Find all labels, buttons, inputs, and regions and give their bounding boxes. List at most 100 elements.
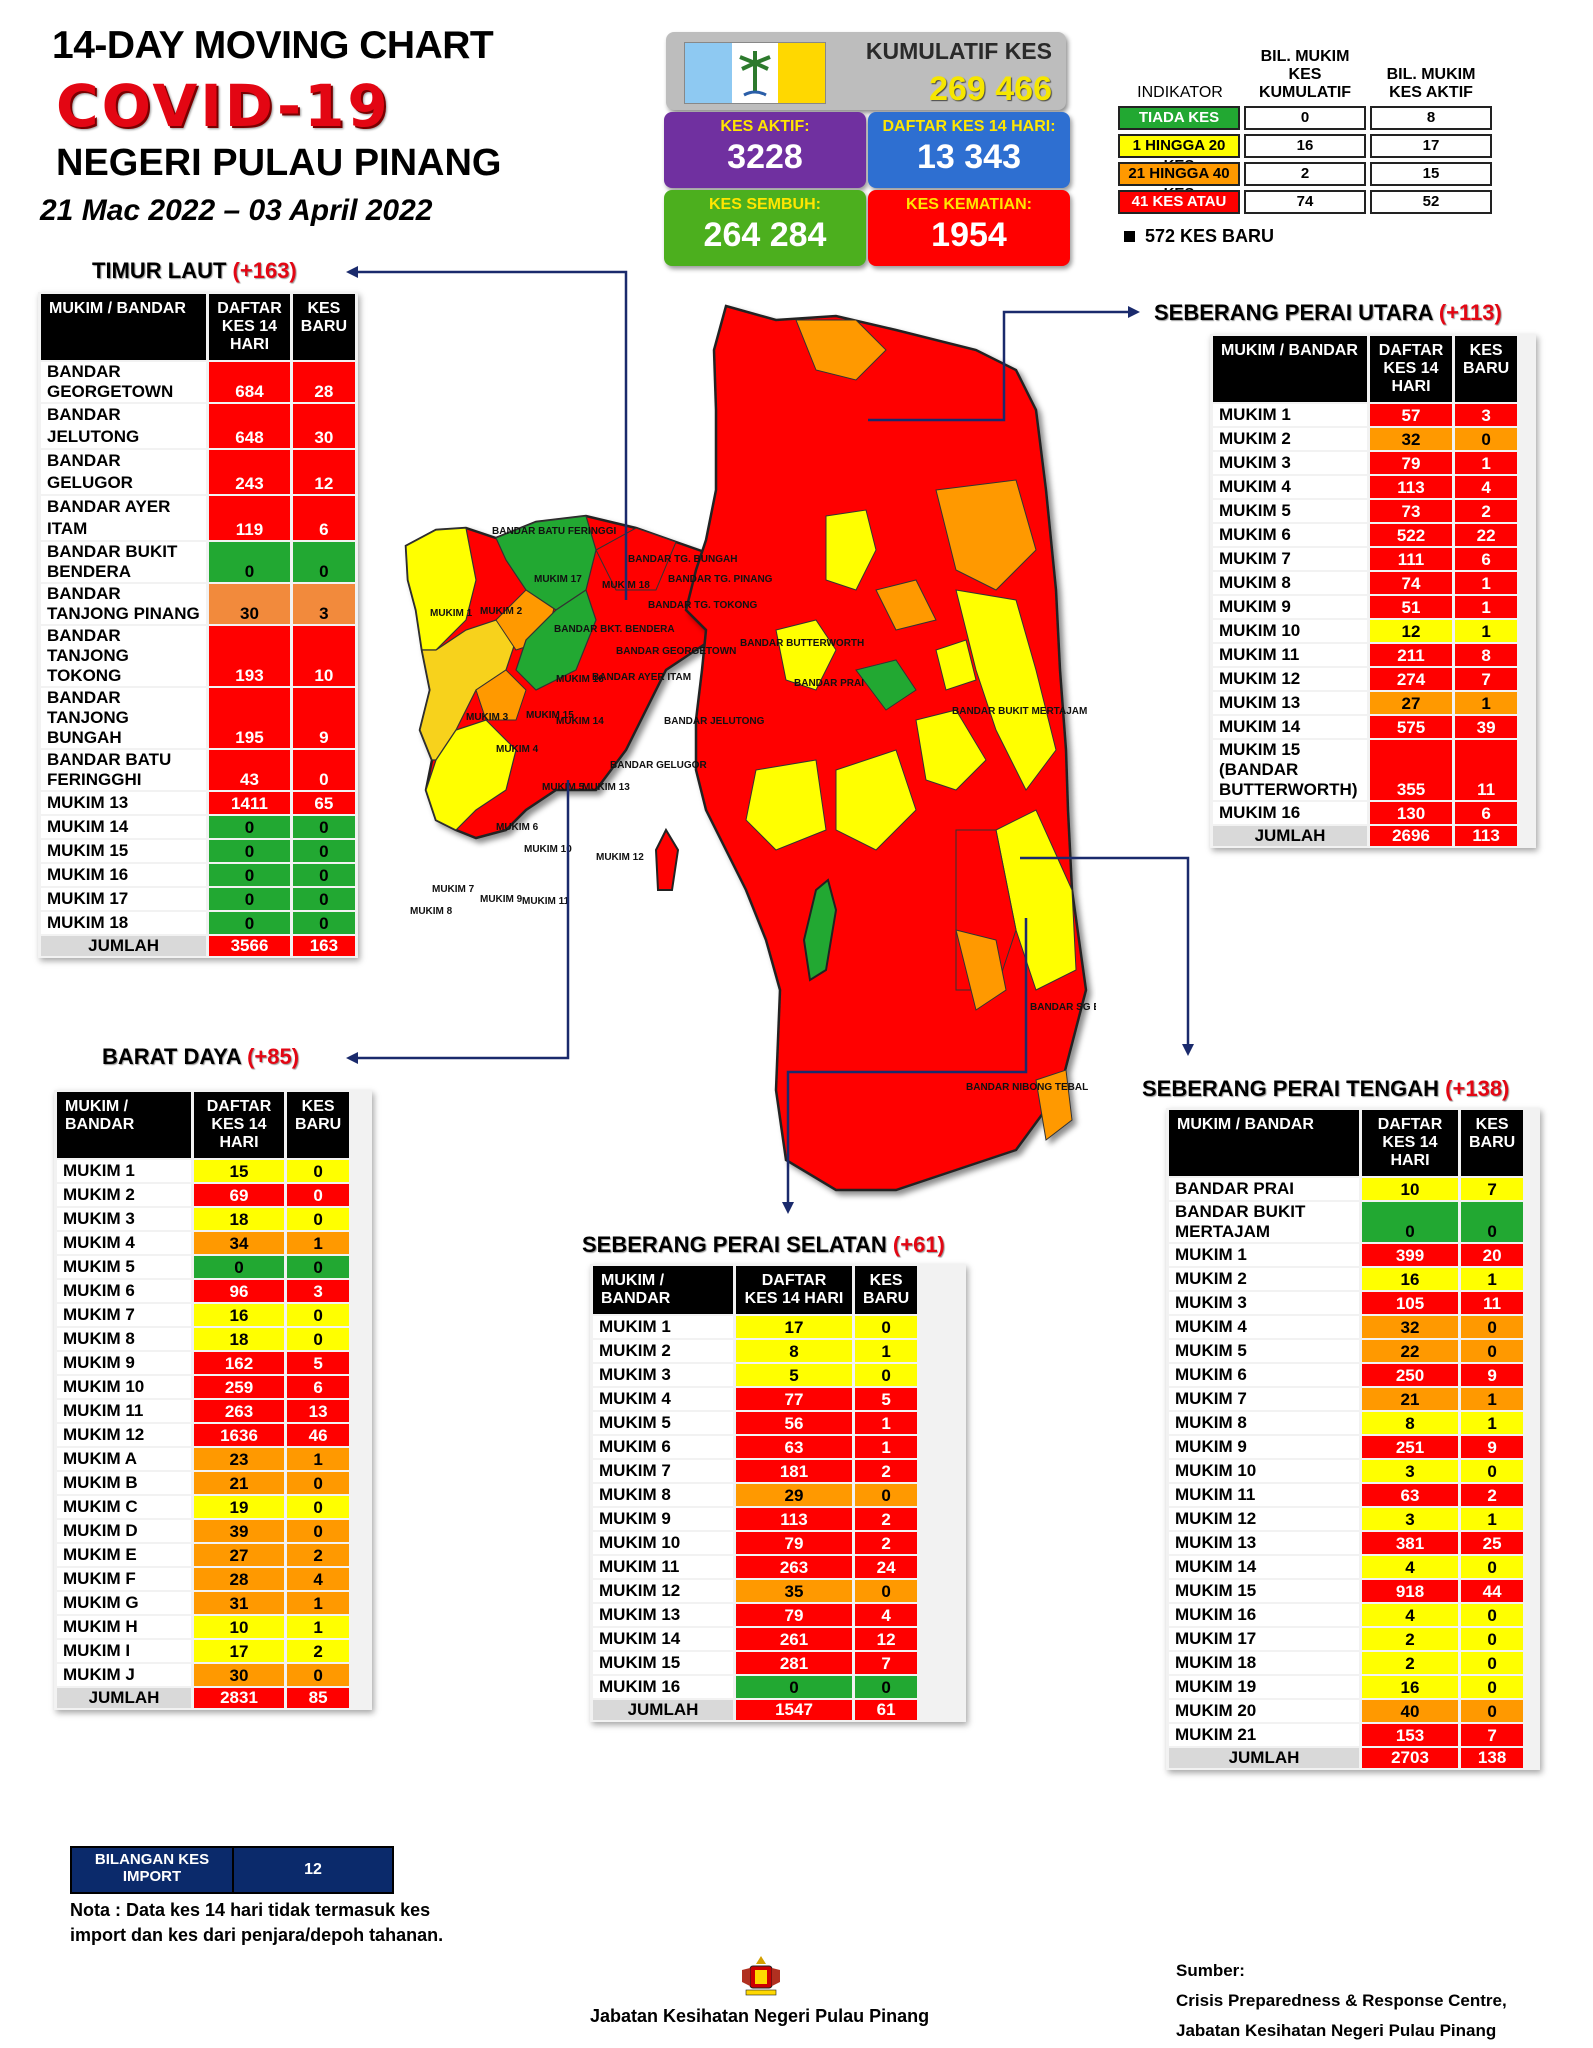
table-row: MUKIM 16 4 0 xyxy=(1169,1604,1524,1626)
new-cases-cell: 0 xyxy=(1461,1556,1524,1578)
mukim-header: MUKIM / BANDAR xyxy=(41,294,207,360)
row-label: MUKIM 2 xyxy=(1213,428,1367,450)
cases-14d-cell: 16 xyxy=(1362,1676,1458,1698)
list14-label: DAFTAR KES 14 HARI: xyxy=(882,118,1056,135)
new-cases-cell: 12 xyxy=(855,1628,918,1650)
row-label: MUKIM 15 (BANDAR BUTTERWORTH) xyxy=(1213,740,1367,800)
new-cases-cell: 0 xyxy=(1461,1676,1524,1698)
new-cases-cell: 0 xyxy=(1461,1652,1524,1674)
table-row: MUKIM 11 211 8 xyxy=(1213,644,1518,666)
table-row: MUKIM 14 261 12 xyxy=(593,1628,918,1650)
table-row: BANDAR TANJONG TOKONG 193 10 xyxy=(41,626,355,686)
recovered-tile: KES SEMBUH: 264 284 xyxy=(664,190,866,266)
cases-14d-cell: 22 xyxy=(1362,1340,1458,1362)
row-label: BANDAR PRAI xyxy=(1169,1178,1359,1200)
cases-14d-cell: 15 xyxy=(194,1160,284,1182)
map-label-m10: MUKIM 10 xyxy=(524,844,572,855)
new-cases-cell: 3 xyxy=(287,1280,350,1302)
table-row: MUKIM 2 16 1 xyxy=(1169,1268,1524,1290)
row-label: MUKIM 11 xyxy=(1213,644,1367,666)
map-label-m1: MUKIM 1 xyxy=(430,608,473,619)
total-row: JUMLAH 1547 61 xyxy=(593,1700,918,1720)
table-row: MUKIM 13 27 1 xyxy=(1213,692,1518,714)
indicator-label: TIADA KES xyxy=(1118,106,1240,130)
new-cases-cell: 2 xyxy=(855,1508,918,1530)
table-row: MUKIM 1 15 0 xyxy=(57,1160,350,1182)
table-row: MUKIM 11 263 13 xyxy=(57,1400,350,1422)
cases-14d-cell: 0 xyxy=(194,1256,284,1278)
total-new-cell: 61 xyxy=(855,1700,918,1720)
row-label: MUKIM 11 xyxy=(1169,1484,1359,1506)
row-label: BANDAR JELUTONG xyxy=(41,404,207,448)
row-label: MUKIM 1 xyxy=(57,1160,191,1182)
row-label: MUKIM 6 xyxy=(57,1280,191,1302)
table-row: MUKIM 15 918 44 xyxy=(1169,1580,1524,1602)
cases-14d-cell: 263 xyxy=(194,1400,284,1422)
table-row: MUKIM 4 34 1 xyxy=(57,1232,350,1254)
row-label: MUKIM 20 xyxy=(1169,1700,1359,1722)
row-label: MUKIM 17 xyxy=(41,888,207,910)
row-label: MUKIM 8 xyxy=(57,1328,191,1350)
table-row: BANDAR BUKIT MERTAJAM 0 0 xyxy=(1169,1202,1524,1242)
row-label: MUKIM 3 xyxy=(593,1364,733,1386)
row-label: MUKIM 21 xyxy=(1169,1724,1359,1746)
cases-14d-cell: 31 xyxy=(194,1592,284,1614)
total-row: JUMLAH 2831 85 xyxy=(57,1688,350,1708)
row-label: BANDAR GELUGOR xyxy=(41,450,207,494)
source-label: Sumber: xyxy=(1176,1961,1245,1980)
cases-14d-cell: 130 xyxy=(1370,802,1452,824)
map-label-tg-pinang: BANDAR TG. PINANG xyxy=(668,574,773,585)
table-row: MUKIM 17 0 0 xyxy=(41,888,355,910)
new-cases-cell: 25 xyxy=(1461,1532,1524,1554)
map-label-bkt-bendera: BANDAR BKT. BENDERA xyxy=(554,624,675,635)
indicator-active-count: 17 xyxy=(1370,134,1492,158)
table-row: MUKIM 6 96 3 xyxy=(57,1280,350,1302)
barat-daya-table: MUKIM / BANDAR DAFTAR KES 14 HARI KES BARU… xyxy=(54,1090,372,1710)
cases-14d-cell: 0 xyxy=(209,888,290,910)
row-label: MUKIM 8 xyxy=(1169,1412,1359,1434)
new-cases-cell: 0 xyxy=(287,1472,350,1494)
cases-14d-cell: 5 xyxy=(736,1364,852,1386)
cases-14d-cell: 211 xyxy=(1370,644,1452,666)
row-label: MUKIM 19 xyxy=(1169,1676,1359,1698)
cases-14d-cell: 77 xyxy=(736,1388,852,1410)
indicator-cum-count: 74 xyxy=(1244,190,1366,214)
new-cases-cell: 44 xyxy=(1461,1580,1524,1602)
table-row: MUKIM 5 22 0 xyxy=(1169,1340,1524,1362)
map-label-bkt-mertajam: BANDAR BUKIT MERTAJAM xyxy=(952,706,1087,717)
row-label: MUKIM 3 xyxy=(1169,1292,1359,1314)
cases-14d-cell: 2 xyxy=(1362,1652,1458,1674)
map-label-m15: MUKIM 15 xyxy=(526,710,574,721)
cases-14d-cell: 34 xyxy=(194,1232,284,1254)
new-cases-cell: 7 xyxy=(855,1652,918,1674)
row-label: MUKIM 6 xyxy=(593,1436,733,1458)
map-label-m9: MUKIM 9 xyxy=(480,894,523,905)
table-row: MUKIM 7 16 0 xyxy=(57,1304,350,1326)
cases-14d-cell: 96 xyxy=(194,1280,284,1302)
new-cases-cell: 6 xyxy=(292,496,355,540)
new-cases-cell: 0 xyxy=(287,1496,350,1518)
row-label: MUKIM A xyxy=(57,1448,191,1470)
total-label: JUMLAH xyxy=(57,1688,191,1708)
new-cases-cell: 28 xyxy=(292,362,355,402)
new-cases-cell: 11 xyxy=(1461,1292,1524,1314)
map-label-m6: MUKIM 6 xyxy=(496,822,539,833)
table-row: MUKIM 10 12 1 xyxy=(1213,620,1518,642)
table-row: MUKIM 9 251 9 xyxy=(1169,1436,1524,1458)
new-cases-cell: 1 xyxy=(1461,1388,1524,1410)
row-label: MUKIM 10 xyxy=(593,1532,733,1554)
row-label: MUKIM G xyxy=(57,1592,191,1614)
table-row: BANDAR TANJONG BUNGAH 195 9 xyxy=(41,688,355,748)
district-name: SEBERANG PERAI UTARA xyxy=(1154,300,1433,325)
new-cases-cell: 1 xyxy=(287,1592,350,1614)
table-row: BANDAR GELUGOR 243 12 xyxy=(41,450,355,494)
list14-value: 13 343 xyxy=(917,138,1021,176)
cases-14d-cell: 56 xyxy=(736,1412,852,1434)
table-row: MUKIM 18 0 0 xyxy=(41,912,355,934)
row-label: MUKIM 12 xyxy=(57,1424,191,1446)
cases-14d-cell: 18 xyxy=(194,1208,284,1230)
table-row: MUKIM 4 77 5 xyxy=(593,1388,918,1410)
new-cases-cell: 1 xyxy=(287,1616,350,1638)
new-cases-cell: 2 xyxy=(855,1532,918,1554)
cases-14d-cell: 1411 xyxy=(209,792,290,814)
